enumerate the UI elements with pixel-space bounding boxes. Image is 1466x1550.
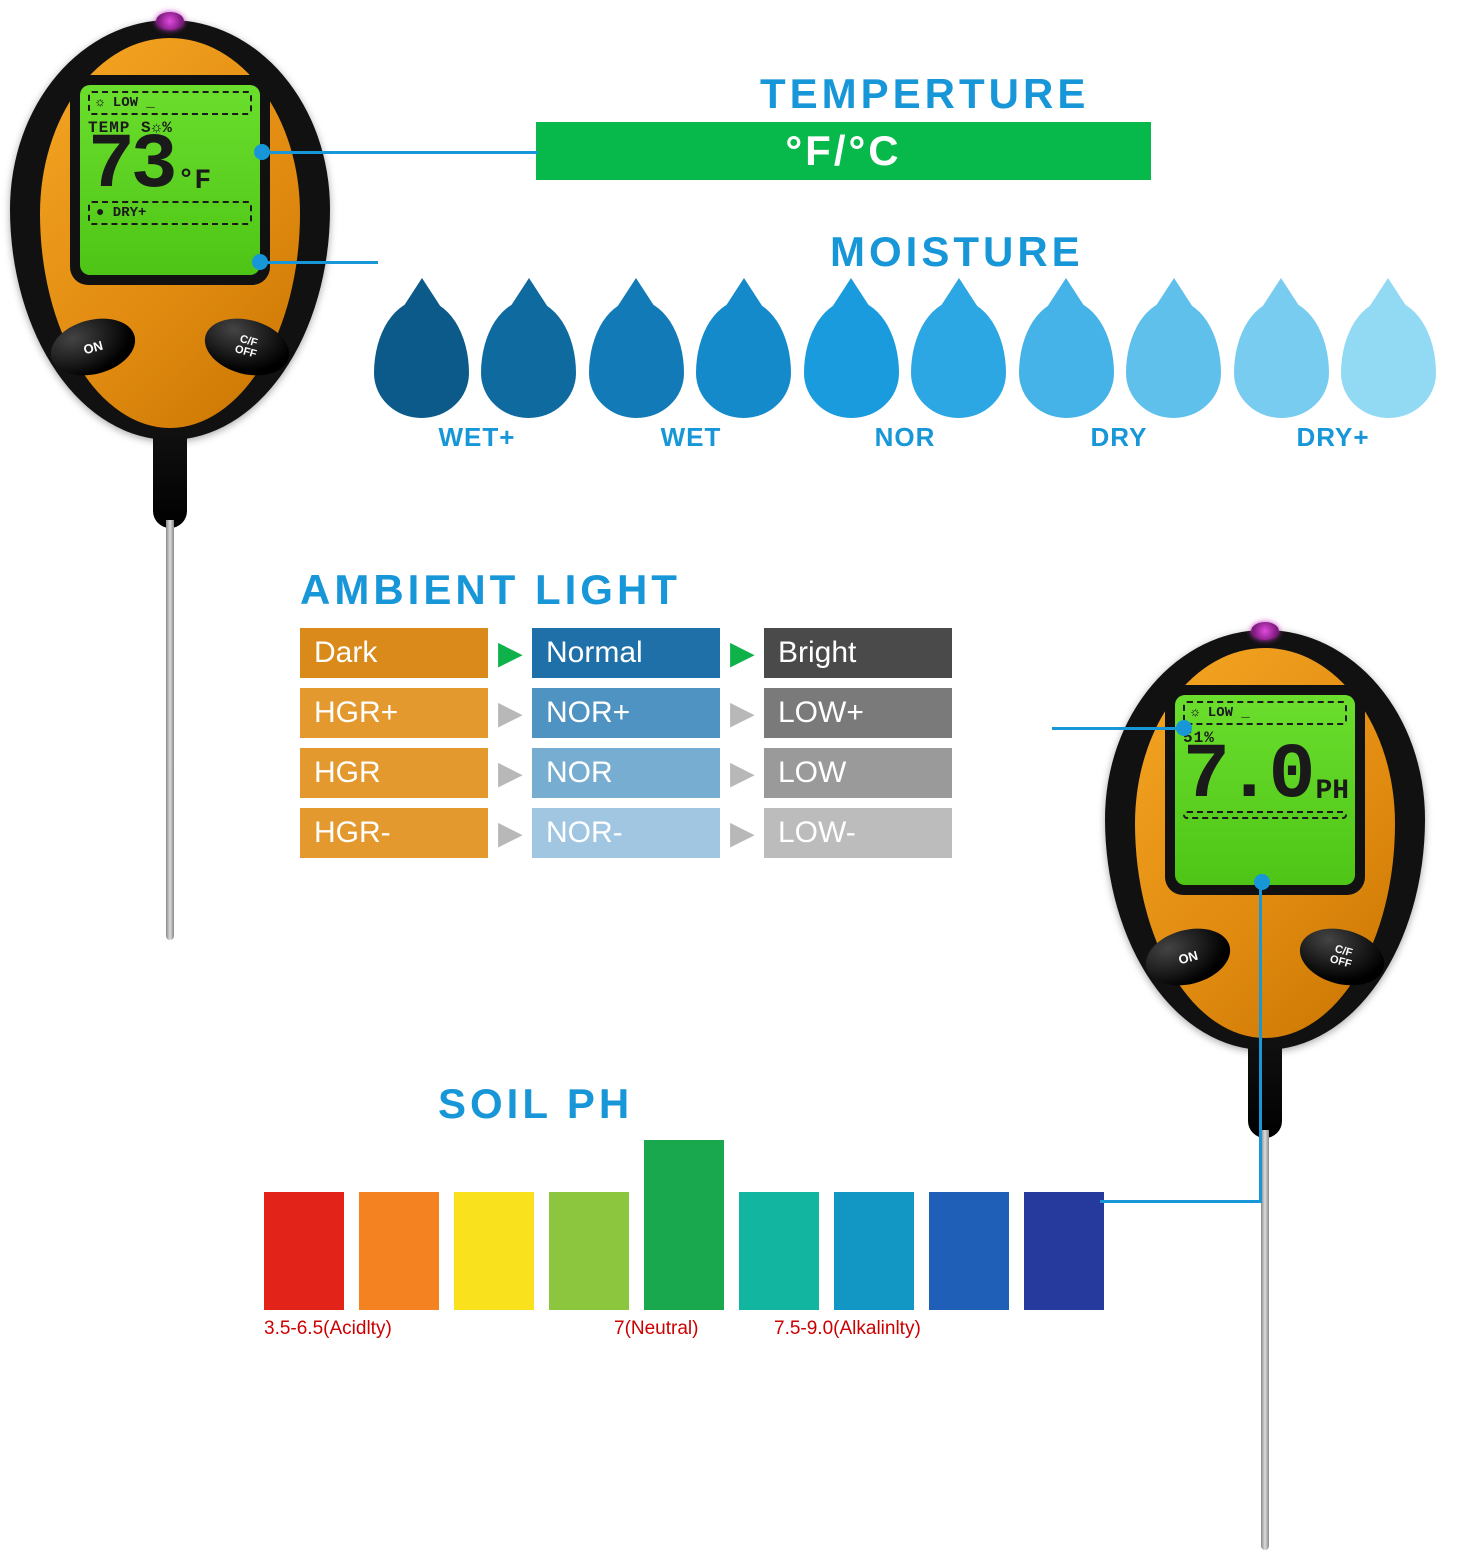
ph-label-neutral: 7(Neutral) (614, 1318, 698, 1340)
moisture-drop-icon (589, 300, 684, 418)
ph-color-block (834, 1192, 914, 1310)
arrow-right-icon: ▶ (488, 816, 532, 851)
lcd-value: 7.0 (1183, 743, 1311, 809)
device-neck (1248, 1038, 1282, 1138)
moisture-drop-scale (370, 288, 1440, 418)
lcd-main-value: 7.0 PH (1183, 743, 1347, 809)
moisture-labels: WET+WETNORDRYDRY+ (370, 422, 1440, 452)
arrow-right-icon: ▶ (720, 756, 764, 791)
lcd-screen: ☼ LOW _ 51% 7.0 PH (1175, 695, 1355, 885)
moisture-scale-label: NOR (798, 422, 1012, 452)
ambient-light-title: AMBIENT LIGHT (300, 566, 681, 614)
light-header-cell: Normal (532, 628, 720, 678)
ph-color-block (739, 1192, 819, 1310)
lcd-screen: ☼ LOW _ TEMP S☼% 73 °F ● DRY+ (80, 85, 260, 275)
moisture-drop-icon (1019, 300, 1114, 418)
light-level-cell: NOR- (532, 808, 720, 858)
moisture-drop-icon (911, 300, 1006, 418)
temperature-unit-box: °F/°C (536, 122, 1151, 180)
sensor-light-icon (156, 12, 184, 30)
moisture-scale-label: WET+ (370, 422, 584, 452)
moisture-drop-icon (696, 300, 791, 418)
moisture-title: MOISTURE (830, 228, 1084, 276)
moisture-drop-icon (804, 300, 899, 418)
ph-color-block (549, 1192, 629, 1310)
arrow-right-icon: ▶ (720, 696, 764, 731)
sensor-light-icon (1251, 622, 1279, 640)
arrow-right-icon: ▶ (488, 756, 532, 791)
light-level-cell: NOR+ (532, 688, 720, 738)
moisture-drop-icon (481, 300, 576, 418)
callout-line (262, 151, 538, 154)
lcd-value: 73 (88, 133, 174, 199)
callout-dot (252, 254, 268, 270)
light-level-cell: LOW- (764, 808, 952, 858)
callout-line (1100, 1200, 1262, 1203)
callout-line (1259, 882, 1262, 1202)
ph-label-alkaline: 7.5-9.0(Alkalinlty) (774, 1318, 921, 1340)
ambient-light-table: Dark▶Normal▶BrightHGR+▶NOR+▶LOW+HGR▶NOR▶… (300, 626, 1060, 866)
ph-label-acid: 3.5-6.5(Acidlty) (264, 1318, 392, 1340)
cf-off-button[interactable]: C/F OFF (1293, 920, 1390, 994)
moisture-drop-icon (1341, 300, 1436, 418)
callout-dot (1254, 874, 1270, 890)
moisture-drop-icon (1126, 300, 1221, 418)
lcd-top-row: ☼ LOW _ (1183, 701, 1347, 725)
arrow-right-icon: ▶ (720, 816, 764, 851)
ph-color-block (264, 1192, 344, 1310)
soil-ph-title: SOIL PH (438, 1080, 633, 1128)
light-level-cell: HGR (300, 748, 488, 798)
lcd-unit: PH (1315, 780, 1349, 804)
ph-color-block (359, 1192, 439, 1310)
callout-line (260, 261, 378, 264)
light-level-cell: NOR (532, 748, 720, 798)
arrow-right-icon: ▶ (720, 636, 764, 671)
callout-line (1052, 727, 1180, 730)
on-button[interactable]: ON (1139, 920, 1236, 994)
callout-dot (1176, 720, 1192, 736)
moisture-scale-label: DRY+ (1226, 422, 1440, 452)
on-button[interactable]: ON (44, 310, 141, 384)
ph-color-block (454, 1192, 534, 1310)
arrow-right-icon: ▶ (488, 636, 532, 671)
ph-color-block (929, 1192, 1009, 1310)
moisture-drop-icon (374, 300, 469, 418)
lcd-top-row: ☼ LOW _ (88, 91, 252, 115)
light-header-cell: Dark (300, 628, 488, 678)
light-level-cell: LOW+ (764, 688, 952, 738)
device-probe (166, 520, 174, 940)
callout-dot (254, 144, 270, 160)
lcd-unit: °F (178, 170, 212, 194)
cf-off-button[interactable]: C/F OFF (198, 310, 295, 384)
light-header-cell: Bright (764, 628, 952, 678)
ph-color-block (644, 1140, 724, 1310)
soil-ph-color-scale (264, 1140, 1104, 1310)
ph-color-block (1024, 1192, 1104, 1310)
device-probe (1261, 1130, 1269, 1550)
device-neck (153, 428, 187, 528)
soil-meter-device-1: ☼ LOW _ TEMP S☼% 73 °F ● DRY+ ON C/F OFF (10, 20, 330, 520)
moisture-scale-label: DRY (1012, 422, 1226, 452)
moisture-scale-label: WET (584, 422, 798, 452)
light-level-cell: LOW (764, 748, 952, 798)
light-level-cell: HGR- (300, 808, 488, 858)
lcd-main-value: 73 °F (88, 133, 252, 199)
moisture-drop-icon (1234, 300, 1329, 418)
arrow-right-icon: ▶ (488, 696, 532, 731)
light-level-cell: HGR+ (300, 688, 488, 738)
temperature-title: TEMPERTURE (760, 70, 1089, 118)
